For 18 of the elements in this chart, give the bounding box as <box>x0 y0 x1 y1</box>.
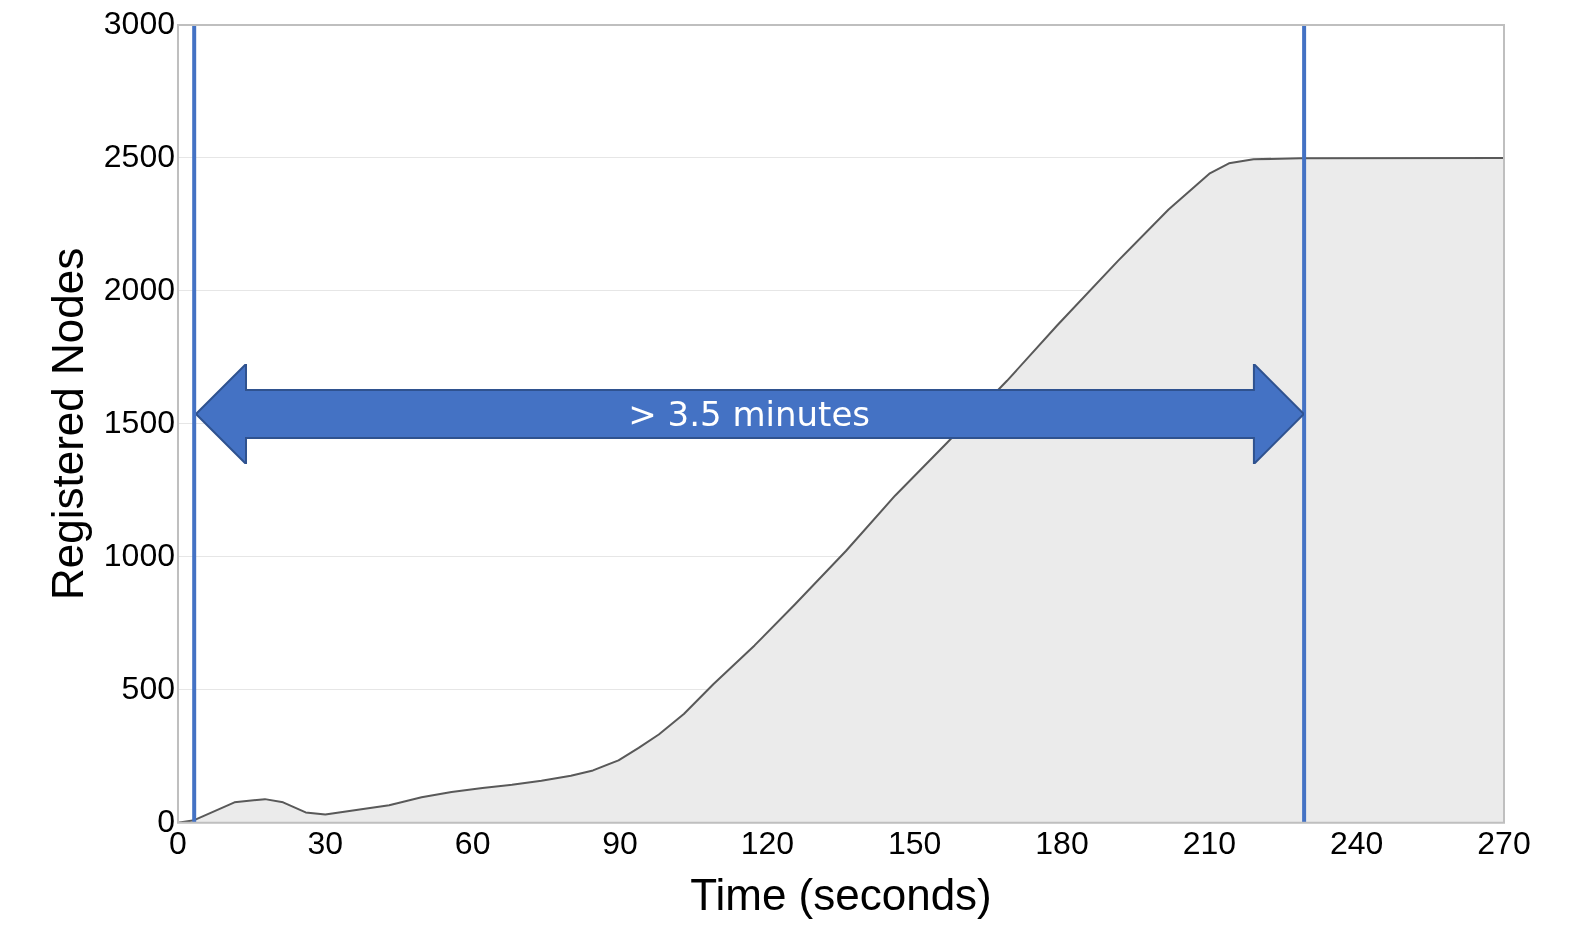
x-tick-label: 240 <box>1329 824 1384 861</box>
y-tick-label: 500 <box>121 669 175 706</box>
y-tick-label: 1500 <box>103 403 175 440</box>
x-tick-label: 90 <box>602 824 638 861</box>
annotation: > 3.5 minutes <box>628 393 871 434</box>
x-tick-label: 120 <box>740 824 795 861</box>
x-tick-label: 270 <box>1477 824 1531 861</box>
x-tick-label: 60 <box>454 824 491 861</box>
x-tick-label: 150 <box>887 824 942 861</box>
y-tick-label: 3000 <box>103 4 175 41</box>
y-tick-label: 2500 <box>103 137 175 174</box>
x-tick-label: 30 <box>307 824 344 861</box>
x-tick-label: 180 <box>1035 824 1089 861</box>
y-tick-label: 2000 <box>103 270 175 307</box>
y-tick-label: 1000 <box>103 536 175 573</box>
x-tick-label: 210 <box>1182 824 1237 861</box>
x-axis-title: Time (seconds) <box>690 869 992 919</box>
y-axis-title: Registered Nodes <box>42 247 92 600</box>
